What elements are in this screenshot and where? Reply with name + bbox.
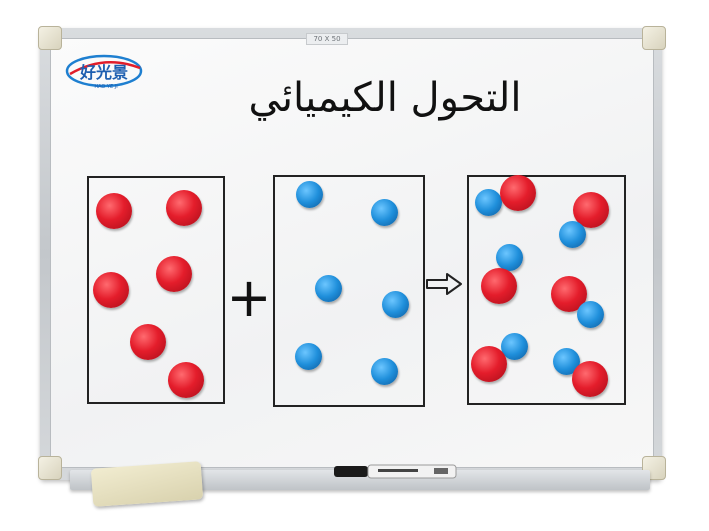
magnet-red xyxy=(93,272,129,308)
magnet-blue xyxy=(475,189,502,216)
brand-logo-text: 好光景 xyxy=(79,63,128,82)
plus-sign: + xyxy=(226,266,272,329)
magnet-red xyxy=(168,362,204,398)
magnet-red xyxy=(166,190,202,226)
marker-pen-icon xyxy=(334,464,457,479)
magnet-red xyxy=(130,324,166,360)
magnet-blue xyxy=(295,343,322,370)
brand-logo: 好光景 HAO YE JI xyxy=(64,52,144,92)
frame-corner-bottom-left xyxy=(38,456,62,480)
panel-reactant-red xyxy=(87,176,225,404)
marker-tray xyxy=(70,470,650,490)
reaction-arrow xyxy=(425,272,465,296)
magnet-blue xyxy=(315,275,342,302)
panel-product-mixed xyxy=(467,175,626,405)
magnet-blue xyxy=(501,333,528,360)
board-size-label: 70 X 50 xyxy=(306,33,348,45)
whiteboard-eraser[interactable] xyxy=(90,461,204,507)
magnet-blue xyxy=(296,181,323,208)
magnet-red xyxy=(500,175,536,211)
frame-corner-top-left xyxy=(38,26,62,50)
magnet-blue xyxy=(382,291,409,318)
whiteboard-surface xyxy=(50,38,654,468)
magnet-red xyxy=(156,256,192,292)
magnet-blue xyxy=(371,199,398,226)
board-title: التحول الكيميائي xyxy=(248,75,522,121)
magnet-red xyxy=(471,346,507,382)
marker-pen[interactable] xyxy=(334,463,460,479)
arrow-right-outline-icon xyxy=(426,273,462,295)
frame-corner-top-right xyxy=(642,26,666,50)
magnet-red xyxy=(572,361,608,397)
panel-reactant-blue xyxy=(273,175,425,407)
brand-logo-icon: 好光景 HAO YE JI xyxy=(65,54,143,90)
magnet-red xyxy=(96,193,132,229)
magnet-blue xyxy=(496,244,523,271)
magnet-red xyxy=(481,268,517,304)
magnet-blue xyxy=(559,221,586,248)
magnet-blue xyxy=(371,358,398,385)
magnet-blue xyxy=(577,301,604,328)
brand-logo-subtext: HAO YE JI xyxy=(94,84,117,90)
